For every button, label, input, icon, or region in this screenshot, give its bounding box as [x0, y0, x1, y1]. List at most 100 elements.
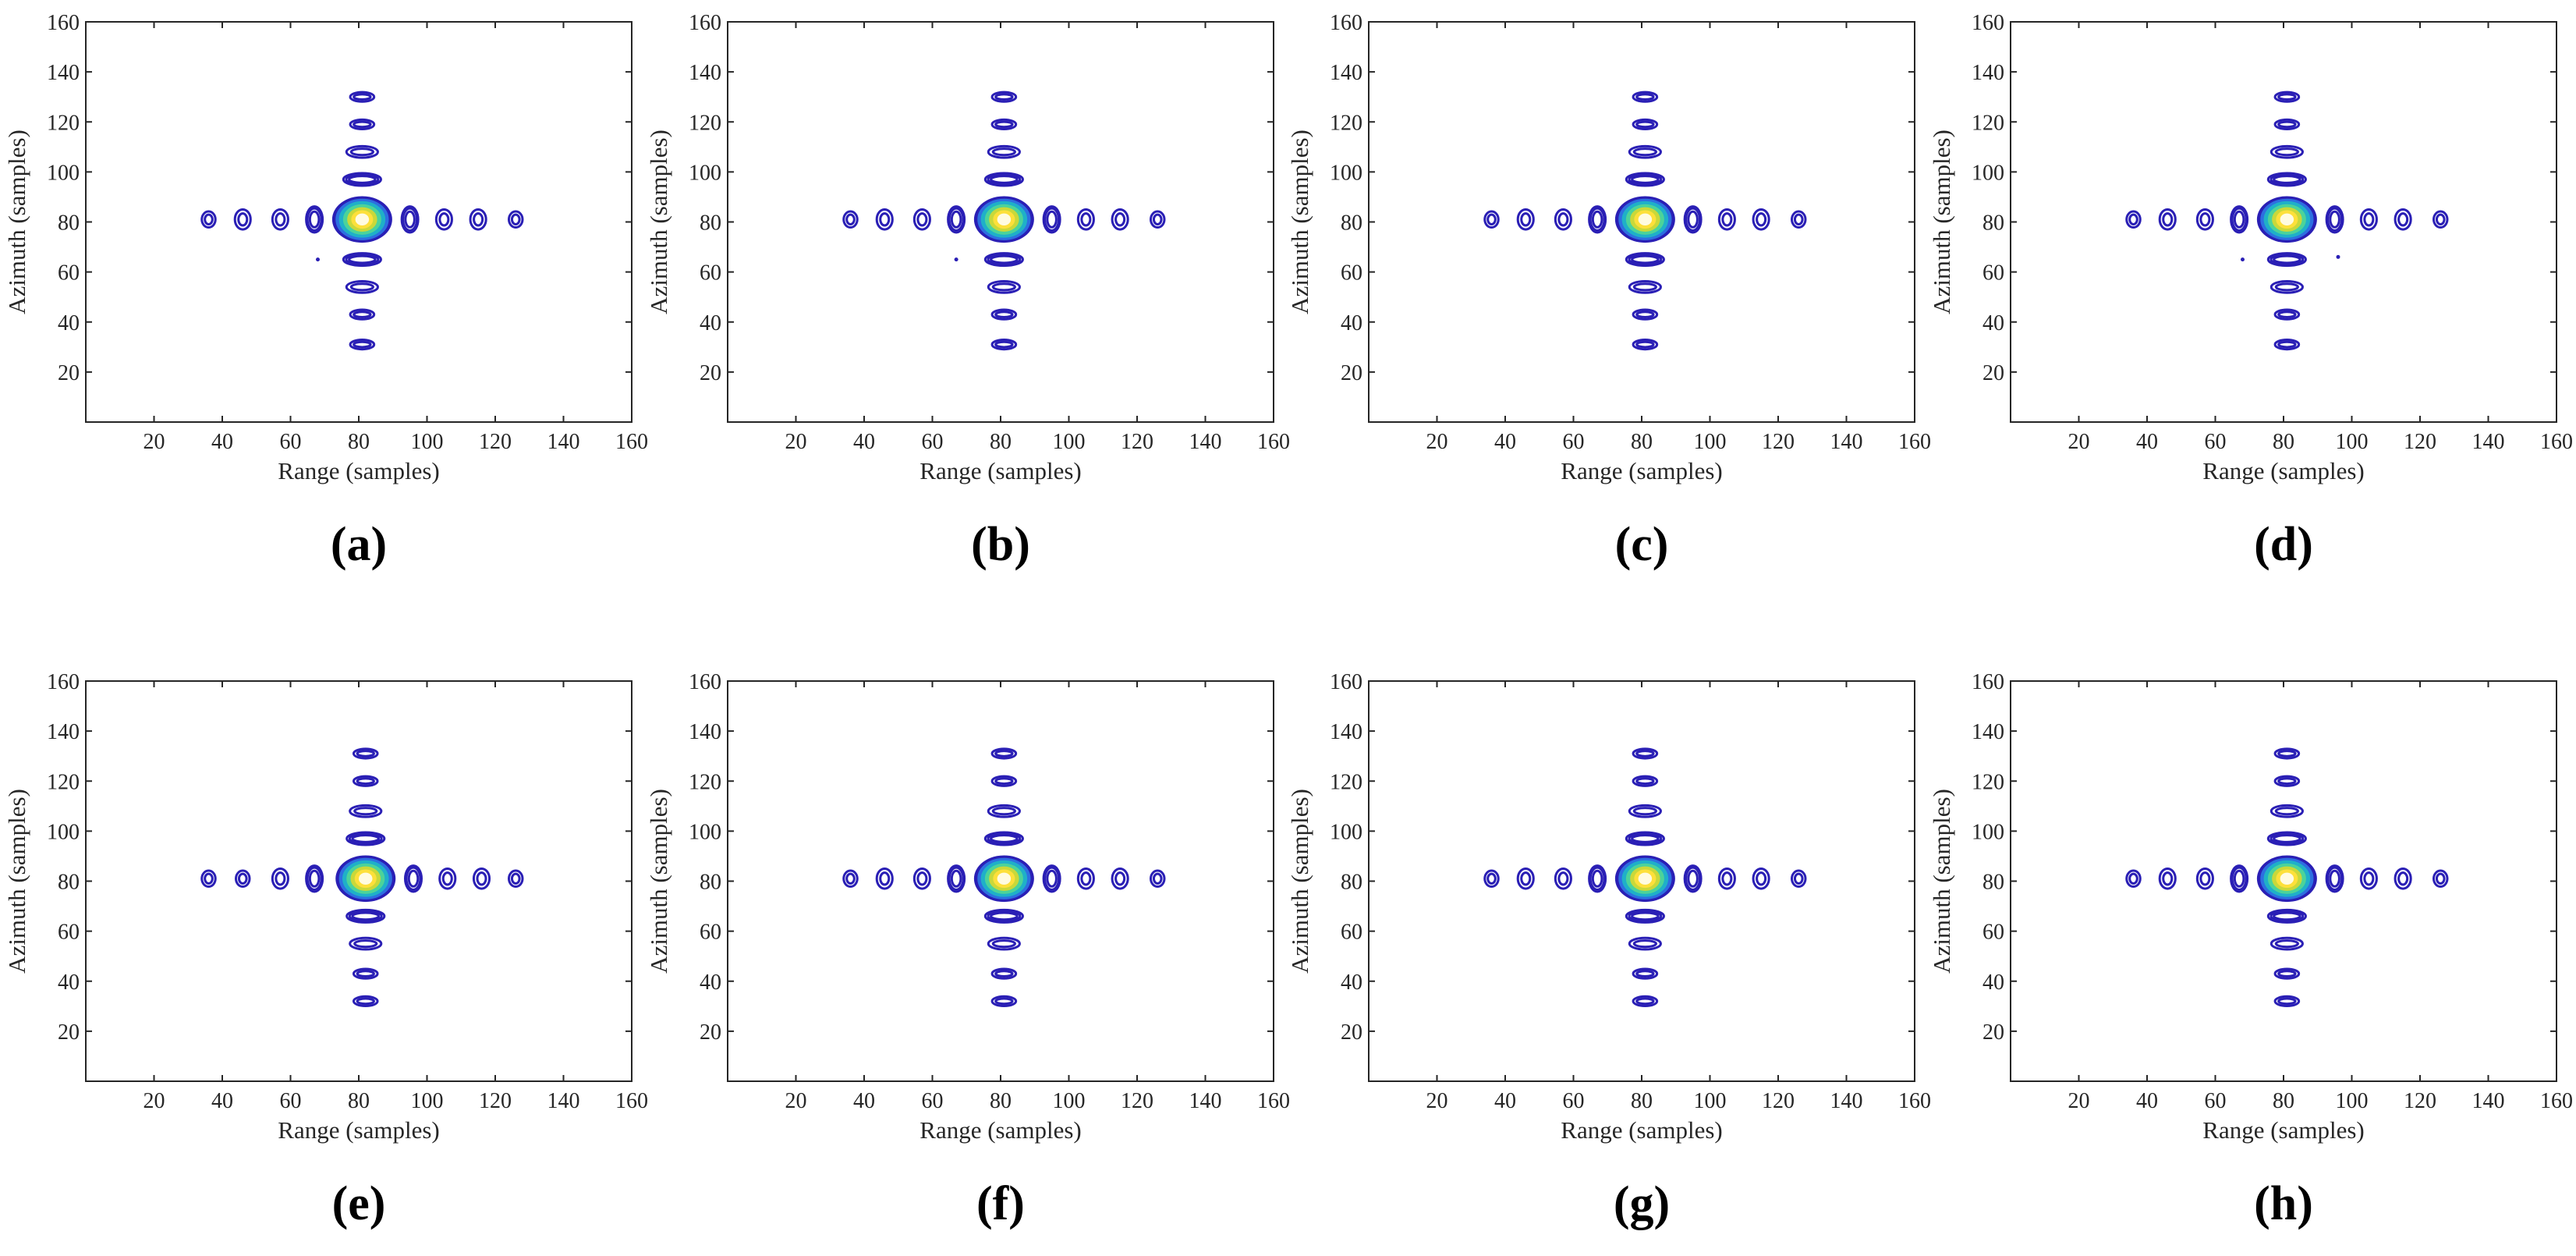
y-tick-label: 20 [1341, 361, 1362, 385]
mainlobe-contour [1625, 204, 1664, 235]
panel-label: (c) [1615, 518, 1669, 571]
x-axis-label: Range (samples) [2202, 457, 2364, 484]
x-tick-label: 120 [1121, 430, 1153, 454]
azimuth-sidelobe-contour [2270, 936, 2304, 951]
azimuth-sidelobe-contour [1625, 252, 1665, 268]
mainlobe-peak [358, 216, 367, 223]
range-sidelobe-contour [510, 213, 521, 225]
range-sidelobe-contour [2230, 205, 2249, 234]
range-sidelobe-contour [275, 212, 286, 227]
azimuth-sidelobe-contour [2277, 310, 2297, 318]
azimuth-sidelobe-contour [983, 172, 1024, 187]
azimuth-sidelobe-contour [1632, 282, 1657, 292]
panel-d: 20 40 60 80 100 120 140 160 20 40 60 80 100 120 140 160… [1928, 11, 2573, 571]
x-tick-label: 100 [2336, 1089, 2369, 1113]
range-sidelobe-contour [1685, 207, 1702, 232]
mainlobe-contour [2263, 860, 2311, 897]
range-sidelobe-contour [2230, 864, 2249, 893]
azimuth-sidelobe-contour [994, 340, 1014, 349]
y-tick-label: 160 [689, 670, 721, 694]
azimuth-sidelobe-contour [349, 282, 374, 292]
range-sidelobe-contour [1046, 869, 1058, 888]
x-tick-label: 160 [1898, 430, 1931, 454]
azimuth-sidelobe-contour [1632, 967, 1659, 980]
mainlobe-contour [980, 860, 1028, 897]
range-sidelobe-contour [2363, 212, 2375, 227]
range-sidelobe-contour [1687, 210, 1699, 229]
y-tick-label: 140 [1330, 61, 1362, 85]
contour-group [842, 747, 1166, 1007]
panel-label: (b) [971, 518, 1030, 571]
panel-label: (g) [1614, 1177, 1670, 1230]
range-sidelobe-contour [845, 213, 856, 225]
range-sidelobe-contour [1114, 871, 1126, 886]
y-tick-label: 80 [58, 871, 80, 895]
range-sidelobe-contour [2397, 212, 2409, 227]
y-tick-label: 60 [1982, 261, 2004, 286]
mainlobe-contour [1621, 860, 1669, 897]
panel-label: (f) [976, 1177, 1025, 1230]
range-sidelobe-contour [1721, 212, 1733, 227]
mainlobe-contour [993, 869, 1015, 889]
azimuth-sidelobe-contour [987, 910, 1022, 923]
range-sidelobe-contour [441, 871, 453, 886]
azimuth-sidelobe-contour [2277, 970, 2297, 977]
range-sidelobe-contour [2397, 871, 2409, 886]
x-tick-label: 120 [479, 430, 512, 454]
range-sidelobe-contour [306, 207, 323, 232]
y-tick-label: 20 [1982, 361, 2004, 385]
y-tick-label: 80 [1341, 871, 1362, 895]
azimuth-sidelobe-contour [994, 120, 1014, 129]
range-sidelobe-contour [1076, 867, 1095, 890]
x-tick-label: 120 [1762, 430, 1795, 454]
mainlobe-contour [980, 200, 1028, 238]
range-sidelobe-contour [2199, 871, 2211, 886]
y-tick-label: 160 [1330, 11, 1362, 35]
azimuth-sidelobe-contour [2270, 253, 2305, 266]
range-sidelobe-contour [2231, 866, 2248, 891]
azimuth-sidelobe-contour [356, 750, 375, 758]
y-tick-label: 140 [1330, 720, 1362, 744]
azimuth-sidelobe-contour [2277, 750, 2297, 758]
range-sidelobe-contour [879, 871, 891, 886]
range-sidelobe-contour [1152, 213, 1163, 225]
x-tick-label: 160 [1898, 1089, 1931, 1113]
y-tick-label: 20 [700, 1020, 721, 1045]
range-sidelobe-contour [1080, 212, 1092, 227]
x-tick-label: 160 [2540, 1089, 2573, 1113]
azimuth-sidelobe-contour [987, 173, 1022, 186]
azimuth-sidelobe-contour [2270, 173, 2305, 186]
y-tick-label: 60 [58, 921, 80, 945]
range-sidelobe-contour [950, 210, 962, 229]
range-sidelobe-contour [1554, 867, 1572, 890]
range-sidelobe-contour [2326, 207, 2344, 232]
range-sidelobe-contour [2435, 872, 2446, 885]
y-axis-label: Azimuth (samples) [645, 789, 672, 974]
y-tick-label: 120 [1330, 111, 1362, 135]
y-tick-label: 40 [700, 311, 721, 335]
range-sidelobe-contour [2359, 208, 2378, 231]
range-sidelobe-contour [1076, 208, 1095, 231]
x-tick-label: 140 [1830, 1089, 1863, 1113]
contour-group [2125, 90, 2449, 351]
range-sidelobe-contour [916, 212, 928, 227]
azimuth-sidelobe-contour [353, 93, 372, 101]
azimuth-sidelobe-contour [348, 832, 383, 845]
azimuth-sidelobe-contour [1632, 939, 1657, 949]
y-axis-label: Azimuth (samples) [3, 130, 30, 314]
azimuth-sidelobe-contour [1628, 279, 1662, 294]
x-tick-label: 40 [1494, 430, 1516, 454]
range-sidelobe-contour [1752, 208, 1770, 231]
mainlobe-contour [342, 204, 381, 235]
x-axis-label: Range (samples) [1561, 1116, 1722, 1144]
y-tick-label: 120 [689, 770, 721, 794]
range-sidelobe-contour [2359, 867, 2378, 890]
azimuth-sidelobe-contour [2274, 807, 2299, 816]
range-sidelobe-contour [1683, 205, 1703, 234]
mainlobe-contour [338, 200, 386, 238]
mainlobe-contour [989, 866, 1019, 891]
range-sidelobe-contour [947, 864, 966, 893]
range-sidelobe-contour [1046, 210, 1058, 229]
range-sidelobe-contour [1483, 869, 1500, 889]
range-sidelobe-contour [438, 867, 457, 890]
